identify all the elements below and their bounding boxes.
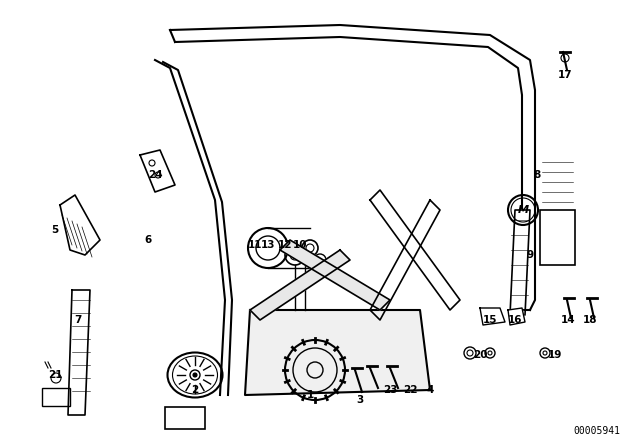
- Text: 8: 8: [533, 170, 541, 180]
- Text: 5: 5: [51, 225, 59, 235]
- Text: 00005941: 00005941: [573, 426, 620, 436]
- Text: 20: 20: [473, 350, 487, 360]
- Text: 3: 3: [356, 395, 364, 405]
- Polygon shape: [140, 150, 175, 192]
- Text: 14: 14: [561, 315, 575, 325]
- Text: 11: 11: [248, 240, 262, 250]
- Bar: [540, 210, 575, 265]
- Text: 23: 23: [383, 385, 397, 395]
- Text: 18: 18: [583, 315, 597, 325]
- Text: 22: 22: [403, 385, 417, 395]
- Text: 1: 1: [307, 390, 314, 400]
- Text: 13: 13: [260, 240, 275, 250]
- Text: 7: 7: [74, 315, 82, 325]
- Circle shape: [193, 373, 197, 377]
- Text: 21: 21: [48, 370, 62, 380]
- Text: 2: 2: [191, 385, 198, 395]
- Polygon shape: [508, 308, 525, 325]
- Text: 15: 15: [483, 315, 497, 325]
- Polygon shape: [280, 240, 390, 310]
- Text: 19: 19: [548, 350, 562, 360]
- Polygon shape: [250, 250, 350, 320]
- Polygon shape: [480, 308, 505, 325]
- Bar: [165, 407, 205, 429]
- Text: 4: 4: [426, 385, 434, 395]
- Polygon shape: [60, 195, 100, 255]
- Text: M: M: [517, 205, 529, 215]
- Polygon shape: [68, 290, 90, 415]
- Text: 12: 12: [278, 240, 292, 250]
- Polygon shape: [510, 210, 530, 315]
- Polygon shape: [245, 310, 430, 395]
- Text: 24: 24: [148, 170, 163, 180]
- Text: 9: 9: [527, 250, 534, 260]
- Bar: [42, 388, 70, 406]
- Text: 16: 16: [508, 315, 522, 325]
- Text: 10: 10: [292, 240, 307, 250]
- Text: 6: 6: [145, 235, 152, 245]
- Text: 17: 17: [557, 70, 572, 80]
